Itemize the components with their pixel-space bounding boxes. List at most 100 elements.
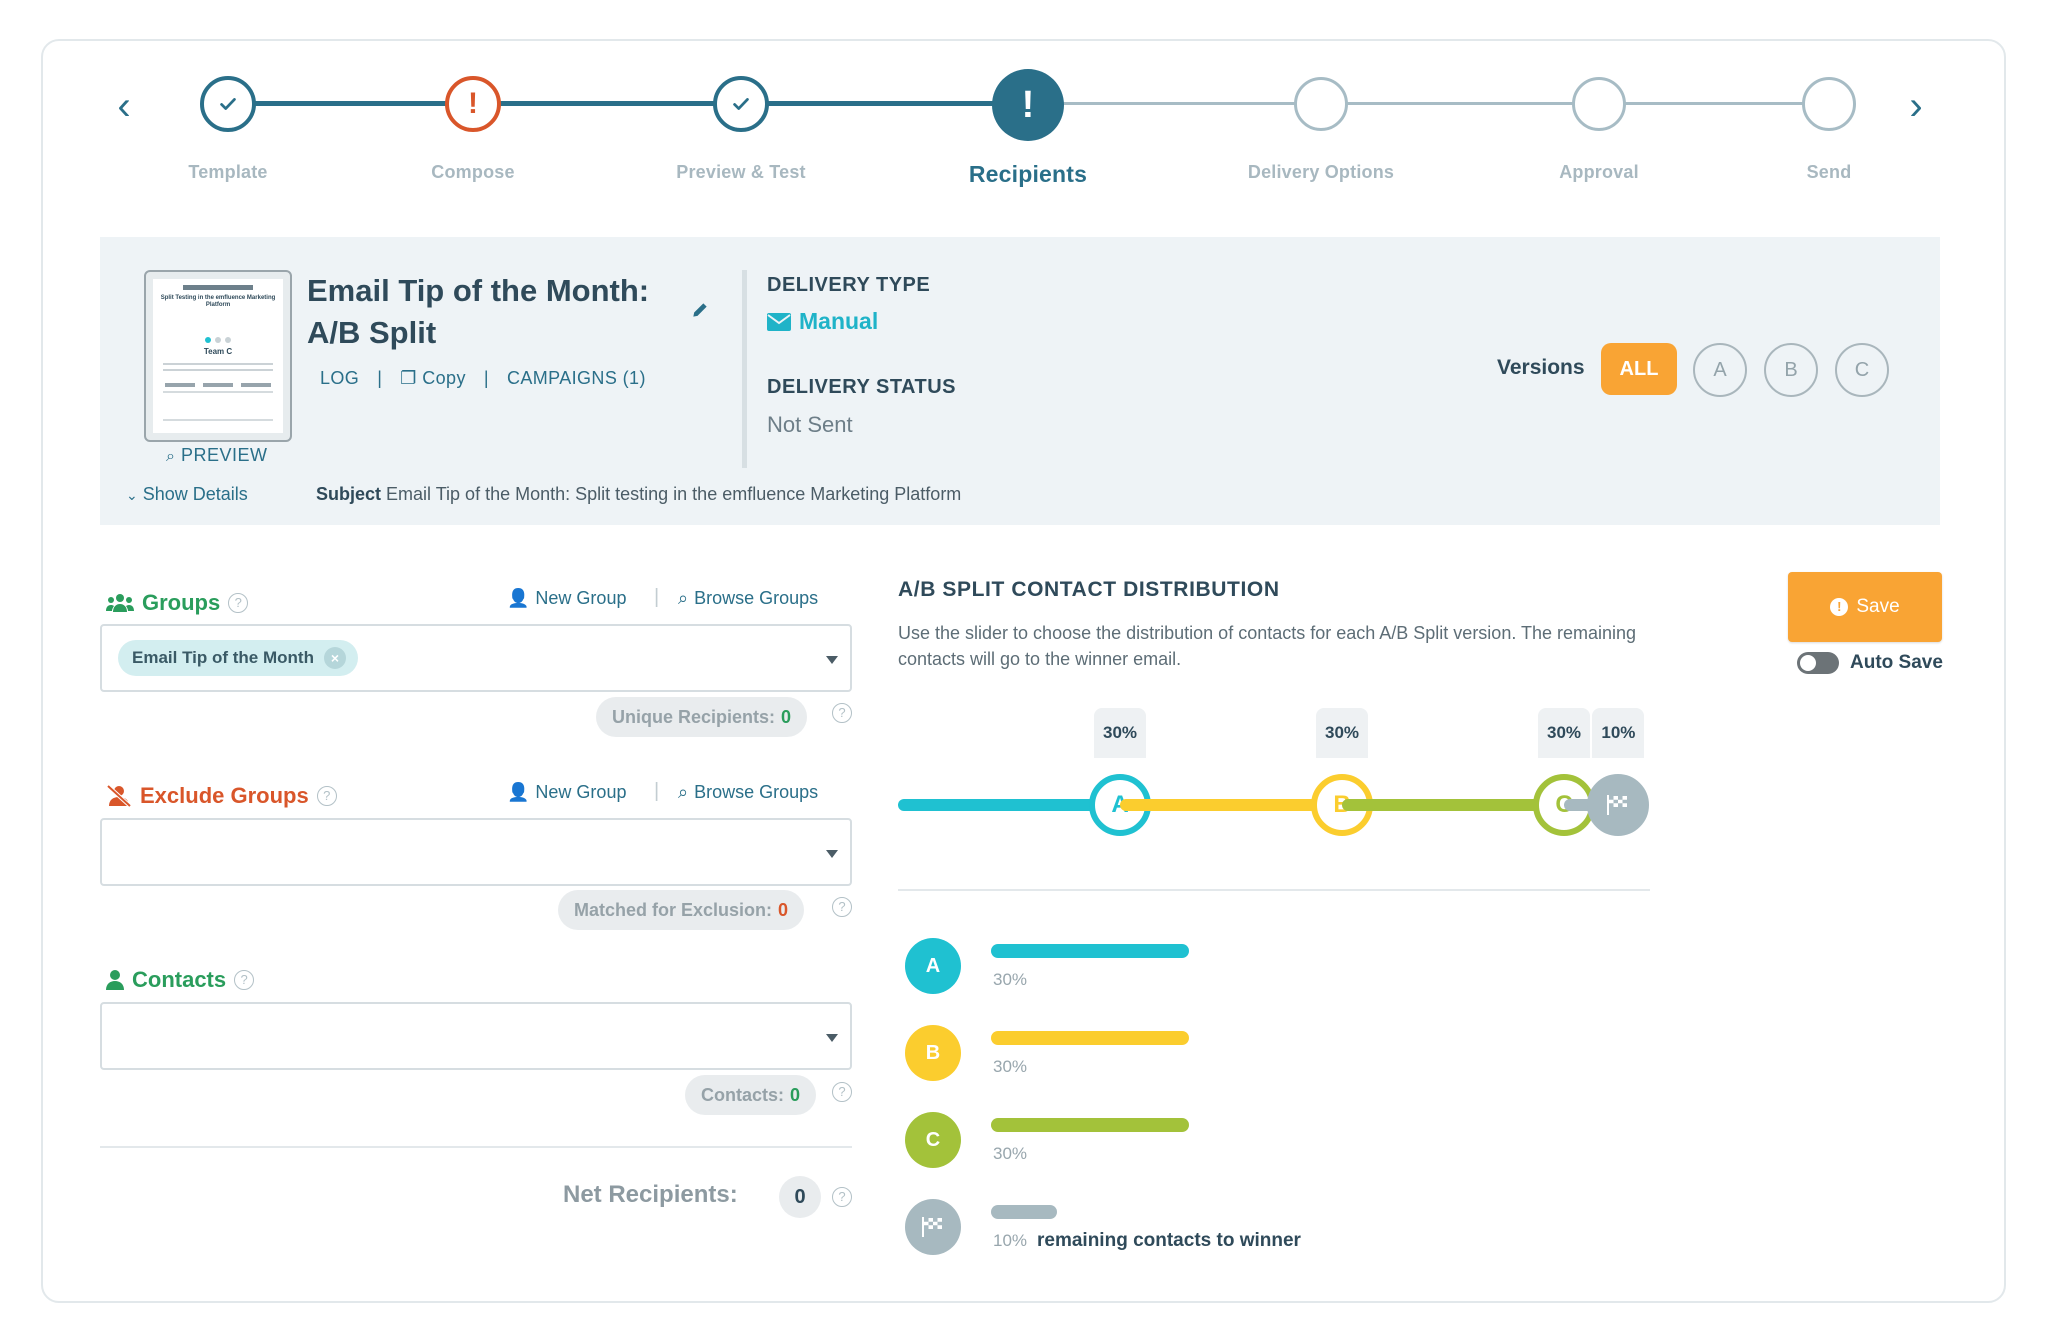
edit-title-pencil-icon[interactable] [690,300,712,322]
version-a-button[interactable]: A [1693,343,1747,397]
users-icon [106,594,134,612]
matched-exclusion-help-icon[interactable]: ? [832,897,852,917]
version-c-button[interactable]: C [1835,343,1889,397]
slider-percent-winner: 10% [1592,708,1645,758]
search-icon: ⌕ [678,782,689,802]
caret-down-icon [826,1034,838,1042]
search-icon: ⌕ [678,588,689,608]
delivery-type-label: DELIVERY TYPE [767,274,931,296]
step-label-recipients[interactable]: Recipients [968,161,1088,187]
exclude-new-group-label: New Group [535,782,627,802]
preview-link[interactable]: ⌕ PREVIEW [166,445,268,466]
email-action-links: LOG | ❐ Copy | CAMPAIGNS (1) [320,368,646,388]
legend-bar-winner [991,1205,1057,1219]
groups-select[interactable]: Email Tip of the Month × [100,624,852,692]
subject-line: Subject Email Tip of the Month: Split te… [316,484,961,505]
unique-recipients-help-icon[interactable]: ? [832,703,852,723]
version-b-button[interactable]: B [1764,343,1818,397]
step-label-preview-test[interactable]: Preview & Test [676,162,806,182]
email-title: Email Tip of the Month: A/B Split [307,273,650,350]
contacts-title: Contacts [132,967,227,992]
step-compose-error-icon[interactable]: ! [445,76,501,132]
contacts-help-icon[interactable]: ? [234,970,255,990]
slider-percent-B: 30% [1316,708,1368,758]
step-label-delivery-options[interactable]: Delivery Options [1247,162,1395,182]
legend-percent-C: 30% [993,1144,1028,1163]
legend-bar-C [991,1118,1189,1132]
step-label-template[interactable]: Template [188,162,268,182]
groups-heading: Groups ? [106,590,249,616]
slider-percent-C: 30% [1538,708,1590,758]
contacts-count-help-icon[interactable]: ? [832,1082,852,1102]
groups-browse-link[interactable]: ⌕ Browse Groups [678,588,818,609]
chevron-down-icon: ⌄ [126,487,138,503]
ab-split-title: A/B SPLIT CONTACT DISTRIBUTION [898,578,1280,601]
exclude-groups-select[interactable] [100,818,852,886]
net-recipients-value: 0 [779,1176,821,1218]
preview-label: PREVIEW [180,445,268,465]
next-step-arrow-icon[interactable]: › [1909,84,1923,128]
groups-title: Groups [142,590,221,615]
user-slash-icon [106,785,132,807]
step-preview-check-icon[interactable] [713,76,769,132]
show-details-toggle[interactable]: ⌄ Show Details [126,484,248,505]
contacts-heading: Contacts ? [106,967,255,993]
thumbnail-headline: Split Testing in the emfluence Marketing… [160,295,276,308]
toggle-knob [1800,655,1816,671]
matched-exclusion-label: Matched for Exclusion: [574,899,773,920]
legend-bar-A [991,944,1189,958]
legend-version-B: B [905,1025,961,1081]
copy-icon: ❐ [400,368,417,388]
previous-step-arrow-icon[interactable]: ‹ [117,84,131,128]
exclude-browse-link[interactable]: ⌕ Browse Groups [678,782,818,803]
step-recipients-active-icon[interactable]: ! [992,69,1064,141]
legend-bar-B [991,1031,1189,1045]
auto-save-toggle[interactable] [1797,652,1839,674]
exclude-new-group-link[interactable]: 👤 New Group [507,782,626,803]
legend-version-A: A [905,938,961,994]
delivery-status-value: Not Sent [767,412,853,437]
matched-exclusion-badge: Matched for Exclusion: 0 [558,890,805,930]
groups-help-icon[interactable]: ? [228,593,249,613]
remove-chip-icon[interactable]: × [323,647,346,669]
campaigns-link[interactable]: CAMPAIGNS (1) [506,368,646,388]
legend-percent-A: 30% [993,970,1028,989]
delivery-status-label: DELIVERY STATUS [767,376,957,398]
legend-percent-B: 30% [993,1057,1028,1076]
contacts-count: 0 [790,1084,801,1105]
show-details-label: Show Details [142,484,248,504]
unique-recipients-count: 0 [781,706,792,727]
exclude-browse-label: Browse Groups [694,782,819,802]
versions-label: Versions [1497,356,1585,379]
stepper-progress-line [227,101,1063,106]
email-thumbnail[interactable]: Split Testing in the emfluence Marketing… [144,270,292,442]
copy-link[interactable]: ❐ Copy [400,368,466,388]
step-label-compose[interactable]: Compose [431,162,515,182]
group-chip-label: Email Tip of the Month [132,648,314,667]
net-recipients-label: Net Recipients: [563,1181,738,1208]
step-label-approval[interactable]: Approval [1559,162,1639,182]
step-approval-node[interactable] [1572,77,1626,131]
contacts-select[interactable] [100,1002,852,1070]
groups-new-group-link[interactable]: 👤 New Group [507,588,626,609]
group-chip: Email Tip of the Month × [118,640,358,676]
alert-icon: ! [1830,598,1849,616]
slider-handle-winner-flag-icon [1587,774,1650,836]
delivery-type-value: Manual [767,308,878,335]
exclude-groups-heading: Exclude Groups ? [106,783,337,809]
step-delivery-options-node[interactable] [1294,77,1348,131]
save-button[interactable]: ! Save [1788,572,1942,642]
net-recipients-help-icon[interactable]: ? [832,1187,852,1207]
step-label-send[interactable]: Send [1806,162,1852,182]
envelope-icon [767,312,791,331]
contacts-count-badge: Contacts: 0 [685,1075,817,1115]
step-send-node[interactable] [1802,77,1856,131]
log-link[interactable]: LOG [320,368,360,388]
slider-segment-B [1120,799,1346,811]
exclude-help-icon[interactable]: ? [316,786,337,806]
version-all-button[interactable]: ALL [1601,343,1677,395]
subject-value: Email Tip of the Month: Split testing in… [386,484,962,504]
caret-down-icon [826,656,838,664]
step-template-check-icon[interactable] [200,76,256,132]
save-label: Save [1856,596,1900,617]
